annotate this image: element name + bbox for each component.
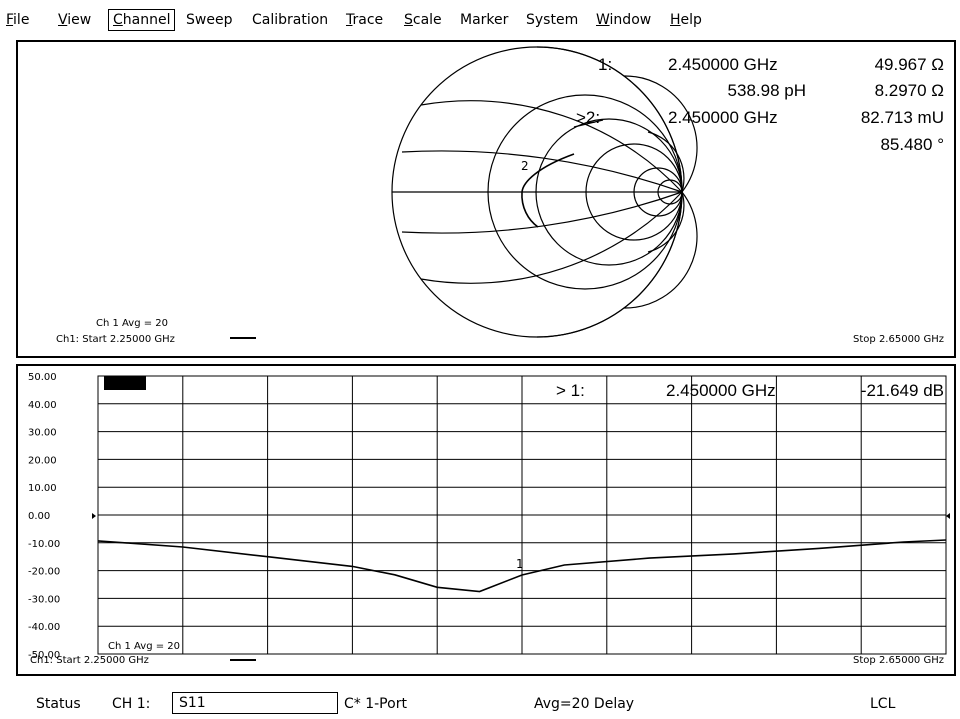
smith-x-arc bbox=[420, 100, 683, 193]
smith-x-arc bbox=[647, 131, 685, 193]
status-label: Status bbox=[36, 696, 81, 712]
smith-marker2-label: >2: bbox=[576, 108, 600, 127]
status-parameter-field[interactable]: S11 bbox=[172, 692, 338, 714]
status-channel-label: CH 1: bbox=[112, 696, 151, 712]
reference-level-marker bbox=[92, 513, 96, 519]
logmag-marker-value: -21.649 dB bbox=[861, 381, 944, 400]
smith-x-arc bbox=[536, 191, 683, 338]
smith-trace bbox=[521, 153, 575, 228]
logmag-chart: 50.00 40.00 30.00 20.00 10.00 0.00 -10.00 -20.0… bbox=[28, 372, 950, 666]
logmag-y-tick-label: 20.00 bbox=[28, 455, 57, 466]
menu-sweep[interactable]: Sweep bbox=[186, 12, 233, 28]
smith-marker1-reactance: 8.2970 Ω bbox=[875, 81, 944, 100]
smith-marker2-phase: 85.480 ° bbox=[880, 135, 944, 154]
logmag-marker-label: > 1: bbox=[556, 381, 585, 400]
menu-window[interactable]: Window bbox=[596, 12, 652, 28]
logmag-trace-marker-label: 1 bbox=[516, 557, 524, 571]
menu-bar: File View Channel Sweep Calibration Trac… bbox=[0, 0, 960, 38]
smith-marker1-resistance: 49.967 Ω bbox=[875, 55, 944, 74]
status-cal-label: C* 1-Port bbox=[344, 696, 407, 712]
smith-start-label: Ch1: Start 2.25000 GHz bbox=[56, 334, 175, 345]
smith-x-arc bbox=[623, 191, 698, 309]
smith-marker1-capacitance: 538.98 pH bbox=[728, 81, 806, 100]
menu-scale[interactable]: Scale bbox=[404, 12, 442, 28]
menu-view[interactable]: View bbox=[58, 12, 92, 28]
smith-marker1-label: 1: bbox=[598, 55, 612, 74]
logmag-y-tick-label: 40.00 bbox=[28, 400, 57, 411]
smith-trace-marker-label: 2 bbox=[521, 159, 529, 173]
smith-chart-pane[interactable]: 2 1: 2.450000 GHz 49.967 Ω 538.98 pH 8.2… bbox=[16, 40, 956, 358]
menu-system[interactable]: System bbox=[526, 12, 579, 28]
smith-x-arc bbox=[623, 75, 698, 193]
smith-marker2-freq: 2.450000 GHz bbox=[668, 108, 778, 127]
reference-level-marker-right bbox=[946, 513, 950, 519]
logmag-y-tick-label: -50.00 bbox=[28, 650, 60, 661]
menu-calibration[interactable]: Calibration bbox=[252, 12, 329, 28]
active-trace-indicator bbox=[104, 376, 146, 390]
smith-x-arc bbox=[401, 191, 683, 234]
smith-marker1-freq: 2.450000 GHz bbox=[668, 55, 778, 74]
menu-channel[interactable]: Channel bbox=[108, 9, 176, 31]
smith-x-arc bbox=[647, 191, 685, 253]
logmag-y-tick-label: 50.00 bbox=[28, 372, 57, 383]
smith-marker2-magnitude: 82.713 mU bbox=[861, 108, 944, 127]
logmag-y-tick-label: 30.00 bbox=[28, 428, 57, 439]
logmag-start-label: Ch1: Start 2.25000 GHz bbox=[30, 655, 149, 666]
status-remote-label: LCL bbox=[870, 696, 896, 712]
smith-x-arc bbox=[420, 191, 683, 284]
smith-avg-label: Ch 1 Avg = 20 bbox=[96, 318, 168, 329]
status-avg-label: Avg=20 Delay bbox=[534, 696, 635, 712]
smith-x-arc bbox=[401, 150, 683, 193]
logmag-stop-label: Stop 2.65000 GHz bbox=[853, 655, 944, 666]
smith-marker-pointer bbox=[573, 119, 604, 128]
menu-trace[interactable]: Trace bbox=[346, 12, 384, 28]
smith-chart: 2 1: 2.450000 GHz 49.967 Ω 538.98 pH 8.2… bbox=[56, 46, 944, 345]
logmag-avg-label: Ch 1 Avg = 20 bbox=[108, 641, 180, 652]
menu-marker[interactable]: Marker bbox=[460, 12, 509, 28]
logmag-y-tick-label: -40.00 bbox=[28, 622, 60, 633]
smith-x-arc bbox=[536, 46, 683, 193]
logmag-y-tick-label: 0.00 bbox=[28, 511, 50, 522]
smith-stop-label: Stop 2.65000 GHz bbox=[853, 334, 944, 345]
menu-file[interactable]: File bbox=[6, 12, 30, 28]
logmag-y-tick-label: -10.00 bbox=[28, 539, 60, 550]
logmag-marker-freq: 2.450000 GHz bbox=[666, 381, 776, 400]
menu-help[interactable]: Help bbox=[670, 12, 702, 28]
logmag-y-tick-label: -20.00 bbox=[28, 567, 60, 578]
logmag-trace bbox=[97, 539, 947, 593]
logmag-y-tick-label: 10.00 bbox=[28, 483, 57, 494]
status-bar: Status CH 1: S11 C* 1-Port Avg=20 Delay … bbox=[0, 688, 960, 719]
logmag-chart-pane[interactable]: 50.00 40.00 30.00 20.00 10.00 0.00 -10.00 -20.0… bbox=[16, 364, 956, 676]
logmag-y-tick-label: -30.00 bbox=[28, 594, 60, 605]
